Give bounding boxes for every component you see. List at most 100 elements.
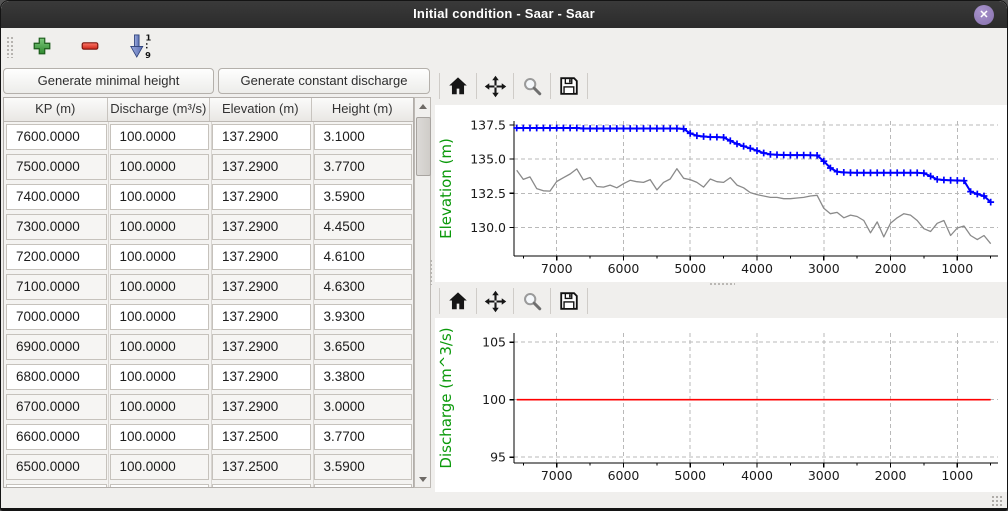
scroll-down-button[interactable]	[415, 471, 430, 487]
table-cell[interactable]: 100.0000	[109, 364, 209, 390]
column-header[interactable]: Discharge (m³/s)	[108, 98, 210, 121]
table-cell[interactable]: 4.6300	[313, 274, 412, 300]
resize-grip[interactable]	[991, 495, 1004, 508]
table-cell[interactable]: 7000.0000	[6, 304, 107, 330]
x-tick-label: 7000	[541, 261, 573, 276]
x-tick-label: 5000	[674, 468, 706, 483]
table-cell[interactable]: 7300.0000	[6, 214, 107, 240]
table-cell[interactable]: 7200.0000	[6, 244, 107, 270]
table-cell[interactable]: 3.6500	[313, 334, 412, 360]
table-cell[interactable]: 7500.0000	[6, 154, 107, 180]
discharge-figure[interactable]: 7000 6000 5000 4000 3000 2000 1000 95 100 105 Disc…	[435, 318, 1007, 492]
nav1-home-button[interactable]	[442, 71, 474, 101]
table-cell[interactable]: 137.2900	[212, 244, 311, 270]
table-cell[interactable]: 3.7700	[313, 154, 412, 180]
column-header[interactable]: Elevation (m)	[210, 98, 312, 121]
column-header[interactable]: Height (m)	[331, 101, 393, 116]
table-cell[interactable]: 137.2900	[212, 214, 311, 240]
elevation-chart-canvas[interactable]: 7000 6000 5000 4000 3000 2000 1000 130.0 132.5 13…	[435, 105, 1007, 282]
table-cell[interactable]: 100.0000	[109, 304, 209, 330]
table-row: 6700.0000 100.0000 137.2900 3.0000	[4, 392, 413, 422]
table-cell[interactable]: 100.0000	[109, 454, 209, 480]
table-cell[interactable]: 3.5900	[313, 184, 412, 210]
elevation-figure[interactable]: 7000 6000 5000 4000 3000 2000 1000 130.0 132.5 13…	[435, 105, 1007, 282]
nav2-save-button[interactable]	[553, 286, 585, 316]
table-cell[interactable]: 6800.0000	[6, 364, 107, 390]
table-cell[interactable]: 100.0000	[109, 274, 209, 300]
table-cell[interactable]: 100.0000	[109, 124, 209, 150]
close-button[interactable]: ✕	[974, 4, 994, 25]
nav2-pan-button[interactable]	[479, 286, 511, 316]
table-cell[interactable]: 137.2900	[212, 124, 311, 150]
titlebar[interactable]: Initial condition - Saar - Saar ✕	[1, 1, 1007, 28]
remove-row-button[interactable]	[77, 33, 103, 59]
table-cell[interactable]: 7400.0000	[6, 184, 107, 210]
column-header[interactable]: KP (m)	[4, 98, 108, 121]
table-cell[interactable]: 137.2900	[212, 334, 311, 360]
generate-minimal-height-button[interactable]: Generate minimal height	[3, 68, 214, 94]
table-cell[interactable]: 137.2900	[212, 394, 311, 420]
table-cell[interactable]: 100.0000	[109, 334, 209, 360]
table-cell[interactable]: 137.2500	[212, 424, 311, 450]
close-icon: ✕	[979, 8, 989, 21]
table-row: 6900.0000 100.0000 137.2900 3.6500	[4, 332, 413, 362]
x-tick-label: 3000	[808, 468, 840, 483]
table-cell[interactable]	[212, 484, 311, 487]
table-cell[interactable]: 137.2900	[212, 184, 311, 210]
table-row: 7600.0000 100.0000 137.2900 3.1000	[4, 122, 413, 152]
table-cell[interactable]: 3.9300	[313, 304, 412, 330]
table-cell[interactable]: 100.0000	[109, 184, 209, 210]
save-floppy-icon	[558, 75, 580, 97]
table-cell[interactable]: 6500.0000	[6, 454, 107, 480]
table-cell[interactable]: 137.2900	[212, 154, 311, 180]
separator	[476, 73, 477, 99]
table-cell[interactable]: 137.2900	[212, 274, 311, 300]
table-cell[interactable]: 7100.0000	[6, 274, 107, 300]
table-cell[interactable]: 100.0000	[109, 244, 209, 270]
panel-splitter-handle[interactable]	[429, 259, 434, 285]
table-cell[interactable]: 100.0000	[109, 424, 209, 450]
y-tick-label: 137.5	[470, 118, 506, 133]
table-row: 6800.0000 100.0000 137.2900 3.3800	[4, 362, 413, 392]
scroll-up-button[interactable]	[415, 98, 430, 114]
table-cell[interactable]: 3.0000	[313, 394, 412, 420]
table-cell[interactable]: 6600.0000	[6, 424, 107, 450]
table-cell[interactable]: 3.3800	[313, 364, 412, 390]
generate-constant-discharge-button[interactable]: Generate constant discharge	[218, 68, 430, 94]
nav1-pan-button[interactable]	[479, 71, 511, 101]
sort-button[interactable]: 1 9	[127, 33, 153, 59]
table-cell[interactable]: 137.2900	[212, 364, 311, 390]
table-cell[interactable]	[6, 484, 107, 487]
table-cell[interactable]: 4.4500	[313, 214, 412, 240]
table-cell[interactable]: 3.5900	[313, 454, 412, 480]
x-tick-label: 6000	[608, 261, 640, 276]
discharge-chart-canvas[interactable]: 7000 6000 5000 4000 3000 2000 1000 95 100 105 Disc…	[435, 318, 1007, 492]
window-title: Initial condition - Saar - Saar	[413, 6, 595, 21]
add-row-button[interactable]	[29, 33, 55, 59]
table-cell[interactable]: 100.0000	[109, 154, 209, 180]
scroll-thumb[interactable]	[416, 117, 431, 176]
nav2-zoom-button[interactable]	[516, 286, 548, 316]
table-row: 6600.0000 100.0000 137.2500 3.7700	[4, 422, 413, 452]
table-cell[interactable]: 6700.0000	[6, 394, 107, 420]
table-cell[interactable]: 3.1000	[313, 124, 412, 150]
table-cell[interactable]	[313, 484, 412, 487]
data-table: KP (m) Discharge (m³/s) Elevation (m) Heigh…	[3, 97, 414, 488]
table-cell[interactable]: 4.6100	[313, 244, 412, 270]
figure-splitter-handle[interactable]	[709, 282, 735, 287]
table-cell[interactable]: 100.0000	[109, 214, 209, 240]
nav2-home-button[interactable]	[442, 286, 474, 316]
table-cell[interactable]: 137.2900	[212, 304, 311, 330]
table-scrollbar[interactable]	[414, 97, 431, 488]
table-cell[interactable]: 6900.0000	[6, 334, 107, 360]
table-cell[interactable]: 100.0000	[109, 394, 209, 420]
toolbar-grip[interactable]	[6, 36, 14, 58]
nav1-save-button[interactable]	[553, 71, 585, 101]
table-cell[interactable]: 3.7700	[313, 424, 412, 450]
nav1-zoom-button[interactable]	[516, 71, 548, 101]
x-tick-label: 3000	[808, 261, 840, 276]
table-cell[interactable]	[109, 484, 209, 487]
table-cell[interactable]: 7600.0000	[6, 124, 107, 150]
table-cell[interactable]: 137.2500	[212, 454, 311, 480]
